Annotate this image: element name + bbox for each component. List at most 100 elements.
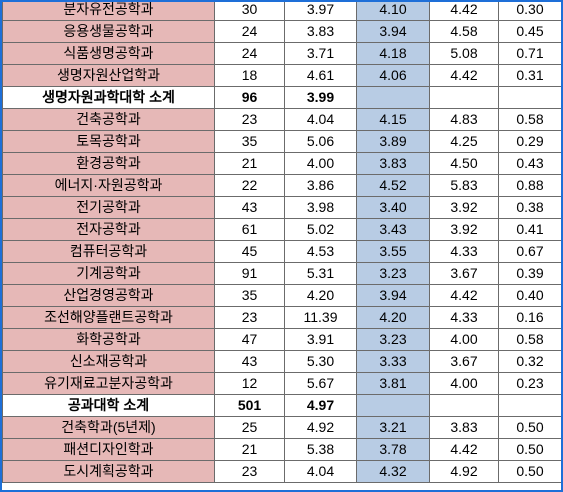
count-cell[interactable]: 23 — [214, 460, 285, 483]
ratio-cell[interactable]: 5.67 — [284, 372, 357, 395]
ratio-cell[interactable]: 4.92 — [284, 416, 357, 439]
ratio-cell[interactable]: 3.86 — [284, 174, 357, 197]
count-cell[interactable]: 96 — [214, 86, 285, 109]
deviation-cell[interactable]: 0.23 — [498, 372, 561, 395]
ratio-cell[interactable]: 4.61 — [284, 64, 357, 87]
grade-avg-cell[interactable]: 4.52 — [356, 174, 430, 197]
count-cell[interactable]: 24 — [214, 20, 285, 43]
ratio-cell[interactable]: 3.91 — [284, 328, 357, 351]
deviation-cell[interactable]: 0.39 — [498, 262, 561, 285]
grade-avg-cell[interactable]: 3.43 — [356, 218, 430, 241]
ratio-cell[interactable]: 4.04 — [284, 460, 357, 483]
grade-avg-cell[interactable]: 4.10 — [356, 2, 430, 21]
ratio-cell[interactable]: 5.02 — [284, 218, 357, 241]
count-cell[interactable]: 25 — [214, 416, 285, 439]
department-name-cell[interactable]: 산업경영공학과 — [2, 284, 215, 307]
grade-avg-cell[interactable]: 4.18 — [356, 42, 430, 65]
grade-avg-cell[interactable]: 3.78 — [356, 438, 430, 461]
grade-max-cell[interactable]: 4.00 — [429, 372, 499, 395]
department-name-cell[interactable]: 기계공학과 — [2, 262, 215, 285]
ratio-cell[interactable]: 4.00 — [284, 152, 357, 175]
department-name-cell[interactable]: 화학공학과 — [2, 328, 215, 351]
grade-avg-cell[interactable]: 4.15 — [356, 108, 430, 131]
deviation-cell[interactable]: 0.45 — [498, 20, 561, 43]
department-name-cell[interactable]: 식품생명공학과 — [2, 42, 215, 65]
deviation-cell[interactable]: 0.43 — [498, 152, 561, 175]
grade-max-cell[interactable]: 4.33 — [429, 240, 499, 263]
deviation-cell[interactable]: 0.31 — [498, 64, 561, 87]
grade-avg-cell[interactable]: 3.55 — [356, 240, 430, 263]
grade-max-cell[interactable]: 4.33 — [429, 306, 499, 329]
department-name-cell[interactable]: 전기공학과 — [2, 196, 215, 219]
ratio-cell[interactable]: 4.53 — [284, 240, 357, 263]
ratio-cell[interactable]: 4.04 — [284, 108, 357, 131]
department-name-cell[interactable]: 공과대학 소계 — [2, 394, 215, 417]
grade-max-cell[interactable]: 4.58 — [429, 20, 499, 43]
grade-avg-cell[interactable]: 4.06 — [356, 64, 430, 87]
department-name-cell[interactable]: 응용생물공학과 — [2, 20, 215, 43]
grade-avg-cell[interactable]: 3.83 — [356, 152, 430, 175]
grade-avg-cell[interactable] — [356, 394, 430, 417]
count-cell[interactable]: 45 — [214, 240, 285, 263]
department-name-cell[interactable]: 컴퓨터공학과 — [2, 240, 215, 263]
count-cell[interactable]: 43 — [214, 196, 285, 219]
count-cell[interactable]: 501 — [214, 394, 285, 417]
ratio-cell[interactable]: 5.31 — [284, 262, 357, 285]
department-name-cell[interactable]: 에너지·자원공학과 — [2, 174, 215, 197]
department-name-cell[interactable]: 분자유전공학과 — [2, 2, 215, 21]
grade-avg-cell[interactable]: 3.40 — [356, 196, 430, 219]
ratio-cell[interactable]: 3.97 — [284, 2, 357, 21]
deviation-cell[interactable]: 0.50 — [498, 438, 561, 461]
department-name-cell[interactable]: 패션디자인학과 — [2, 438, 215, 461]
department-name-cell[interactable]: 건축학과(5년제) — [2, 416, 215, 439]
count-cell[interactable]: 21 — [214, 152, 285, 175]
count-cell[interactable]: 35 — [214, 130, 285, 153]
grade-max-cell[interactable]: 4.00 — [429, 328, 499, 351]
deviation-cell[interactable]: 0.32 — [498, 350, 561, 373]
deviation-cell[interactable]: 0.50 — [498, 416, 561, 439]
deviation-cell[interactable]: 0.71 — [498, 42, 561, 65]
deviation-cell[interactable]: 0.58 — [498, 108, 561, 131]
grade-max-cell[interactable] — [429, 394, 499, 417]
grade-avg-cell[interactable]: 3.33 — [356, 350, 430, 373]
deviation-cell[interactable]: 0.50 — [498, 460, 561, 483]
grade-avg-cell[interactable]: 3.23 — [356, 328, 430, 351]
department-name-cell[interactable]: 조선해양플랜트공학과 — [2, 306, 215, 329]
deviation-cell[interactable]: 0.88 — [498, 174, 561, 197]
count-cell[interactable]: 23 — [214, 108, 285, 131]
deviation-cell[interactable]: 0.16 — [498, 306, 561, 329]
grade-max-cell[interactable]: 3.83 — [429, 416, 499, 439]
department-name-cell[interactable]: 환경공학과 — [2, 152, 215, 175]
count-cell[interactable]: 21 — [214, 438, 285, 461]
grade-avg-cell[interactable]: 4.32 — [356, 460, 430, 483]
ratio-cell[interactable]: 11.39 — [284, 306, 357, 329]
ratio-cell[interactable]: 3.83 — [284, 20, 357, 43]
grade-max-cell[interactable]: 4.83 — [429, 108, 499, 131]
grade-max-cell[interactable]: 4.42 — [429, 438, 499, 461]
department-name-cell[interactable]: 생명자원산업학과 — [2, 64, 215, 87]
ratio-cell[interactable]: 5.06 — [284, 130, 357, 153]
count-cell[interactable]: 35 — [214, 284, 285, 307]
count-cell[interactable]: 23 — [214, 306, 285, 329]
grade-max-cell[interactable]: 3.67 — [429, 262, 499, 285]
grade-max-cell[interactable]: 4.25 — [429, 130, 499, 153]
grade-avg-cell[interactable]: 3.94 — [356, 284, 430, 307]
grade-avg-cell[interactable]: 3.89 — [356, 130, 430, 153]
grade-max-cell[interactable]: 4.42 — [429, 64, 499, 87]
ratio-cell[interactable]: 3.98 — [284, 196, 357, 219]
count-cell[interactable]: 22 — [214, 174, 285, 197]
grade-max-cell[interactable]: 5.83 — [429, 174, 499, 197]
grade-avg-cell[interactable]: 3.21 — [356, 416, 430, 439]
grade-max-cell[interactable] — [429, 86, 499, 109]
count-cell[interactable]: 12 — [214, 372, 285, 395]
deviation-cell[interactable]: 0.29 — [498, 130, 561, 153]
count-cell[interactable]: 18 — [214, 64, 285, 87]
deviation-cell[interactable] — [498, 394, 561, 417]
grade-avg-cell[interactable]: 3.23 — [356, 262, 430, 285]
deviation-cell[interactable]: 0.30 — [498, 2, 561, 21]
deviation-cell[interactable]: 0.41 — [498, 218, 561, 241]
department-name-cell[interactable]: 생명자원과학대학 소계 — [2, 86, 215, 109]
grade-max-cell[interactable]: 5.08 — [429, 42, 499, 65]
grade-max-cell[interactable]: 3.92 — [429, 196, 499, 219]
count-cell[interactable]: 24 — [214, 42, 285, 65]
